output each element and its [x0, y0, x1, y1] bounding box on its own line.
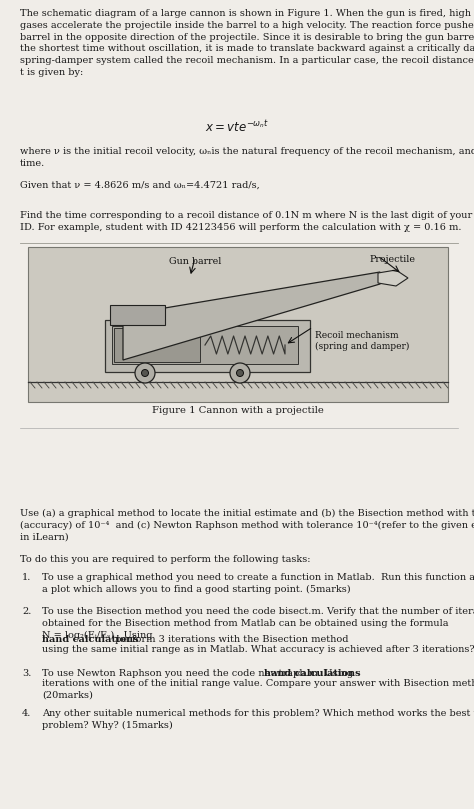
Text: To use Newton Raphson you need the code newtraph.m. Using: To use Newton Raphson you need the code …: [42, 669, 356, 678]
Text: Find the time corresponding to a recoil distance of 0.1Ν m where Ν is the last d: Find the time corresponding to a recoil …: [20, 211, 474, 232]
Text: Projectile: Projectile: [370, 255, 416, 264]
Text: perform 3 iterations with the Bisection method: perform 3 iterations with the Bisection …: [112, 635, 348, 644]
Text: 2.: 2.: [22, 607, 31, 616]
Text: Use (a) a graphical method to locate the initial estimate and (b) the Bisection : Use (a) a graphical method to locate the…: [20, 509, 474, 542]
Text: hand calculations: hand calculations: [42, 635, 138, 644]
Text: 1.: 1.: [22, 573, 31, 582]
Circle shape: [135, 363, 155, 383]
Text: To use the Bisection method you need the code bisect.m. Verify that the number o: To use the Bisection method you need the…: [42, 607, 474, 640]
Text: To use a graphical method you need to create a function in Matlab.  Run this fun: To use a graphical method you need to cr…: [42, 573, 474, 594]
Text: hand calculations: hand calculations: [264, 669, 361, 678]
Bar: [114, 328, 200, 362]
Circle shape: [237, 370, 244, 376]
Bar: [105, 320, 310, 372]
Text: To do this you are required to perform the following tasks:: To do this you are required to perform t…: [20, 555, 310, 564]
Text: 4.: 4.: [22, 709, 31, 718]
Text: Recoil mechanism
(spring and damper): Recoil mechanism (spring and damper): [315, 331, 410, 351]
Text: $x = vte^{-\omega_n t}$: $x = vte^{-\omega_n t}$: [205, 119, 269, 134]
Text: 3.: 3.: [22, 669, 31, 678]
Polygon shape: [123, 272, 380, 360]
Text: The schematic diagram of a large cannon is shown in Figure 1. When the gun is fi: The schematic diagram of a large cannon …: [20, 9, 474, 77]
Text: Any other suitable numerical methods for this problem? Which method works the be: Any other suitable numerical methods for…: [42, 709, 474, 730]
Text: Given that ν = 4.8626 m/s and ωₙ=4.4721 rad/s,: Given that ν = 4.8626 m/s and ωₙ=4.4721 …: [20, 181, 260, 190]
Circle shape: [142, 370, 148, 376]
Text: iterations with one of the initial range value. Compare your answer with Bisecti: iterations with one of the initial range…: [42, 679, 474, 700]
Circle shape: [230, 363, 250, 383]
Bar: [110, 305, 165, 325]
Text: using the same initial range as in Matlab. What accuracy is achieved after 3 ite: using the same initial range as in Matla…: [42, 645, 474, 654]
Bar: [112, 326, 298, 364]
Text: Figure 1 Cannon with a projectile: Figure 1 Cannon with a projectile: [152, 406, 324, 415]
Text: Gun barrel: Gun barrel: [169, 257, 221, 266]
Bar: [28, 247, 448, 402]
Polygon shape: [378, 270, 408, 286]
Text: where ν is the initial recoil velocity, ωₙis the natural frequency of the recoil: where ν is the initial recoil velocity, …: [20, 147, 474, 167]
